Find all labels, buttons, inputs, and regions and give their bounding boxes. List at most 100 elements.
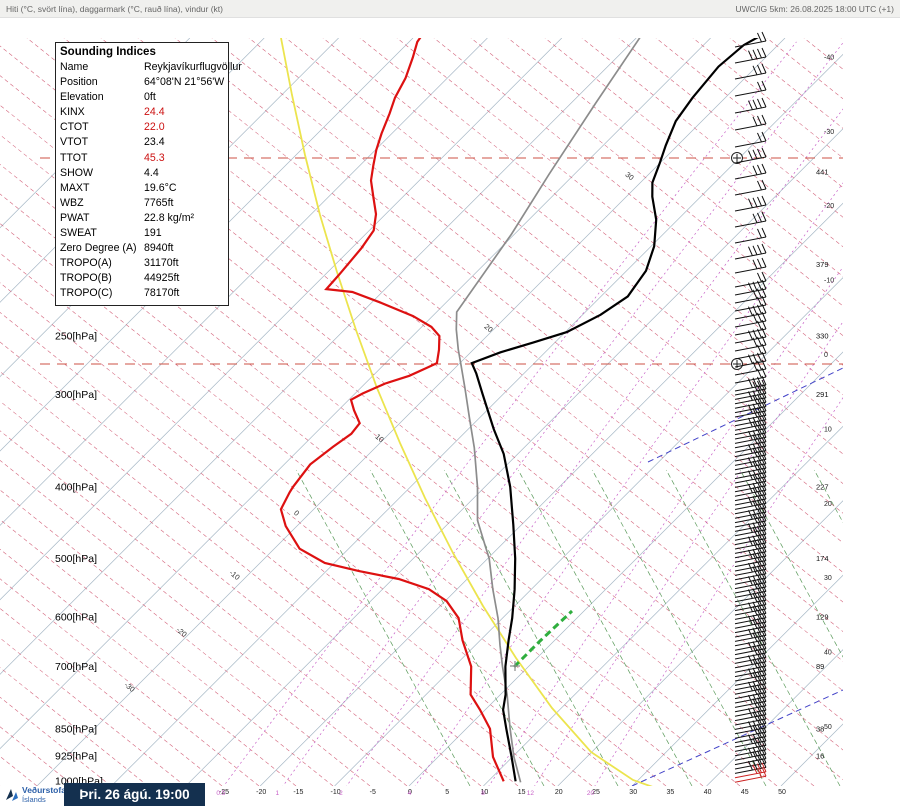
index-row: TROPO(C) 78170ft (56, 286, 228, 301)
sounding-indices-panel: Sounding Indices Name Reykjavíkurflugvöll… (55, 42, 242, 306)
index-label: WBZ (60, 196, 84, 209)
wind-barb-icon (734, 257, 767, 274)
parcel-curve (455, 38, 641, 783)
datetime-text: Þri. 26 ágú. 19:00 (79, 787, 190, 802)
header-bar: Hiti (°C, svört lína), daggarmark (°C, r… (0, 0, 900, 18)
index-value: 23.4 (144, 136, 165, 149)
svg-text:50: 50 (778, 789, 786, 796)
wind-barb-icon (734, 630, 767, 647)
wind-barb-icon (734, 327, 767, 344)
wind-barbs (734, 31, 767, 783)
svg-text:300[hPa]: 300[hPa] (55, 389, 97, 401)
svg-text:30: 30 (824, 575, 832, 582)
svg-text:12: 12 (527, 790, 535, 797)
tropopause-lines (40, 152, 843, 370)
indices-rows: Name Reykjavíkurflugvöllur Position 64°08'N… (56, 60, 242, 302)
index-label: TROPO(B) (60, 272, 112, 285)
wind-barb-icon (734, 590, 767, 607)
svg-text:89: 89 (816, 662, 824, 671)
mixing-ratio-labels: 0.5 1 2 4 8 12 20 (216, 790, 594, 797)
svg-text:-10: -10 (228, 568, 242, 582)
wind-barb-icon (734, 388, 767, 405)
wind-barb-icon (734, 114, 767, 131)
wind-barb-icon (734, 709, 767, 726)
wind-barb-icon (734, 736, 767, 752)
index-row: SWEAT 191 (56, 226, 228, 241)
wind-barb-icon (734, 379, 767, 396)
index-value: 24.4 (144, 106, 165, 119)
wind-barb-icon (734, 97, 767, 114)
svg-text:20: 20 (483, 322, 495, 334)
index-value: 31170ft (144, 257, 179, 270)
wind-barb-icon (734, 744, 767, 761)
datetime-box: Þri. 26 ágú. 19:00 (64, 783, 205, 806)
wind-barb-icon (734, 617, 767, 634)
wind-barb-icon (734, 295, 767, 312)
index-value: 0ft (144, 91, 156, 104)
index-label: MAXT (60, 181, 90, 194)
wind-barb-icon (734, 626, 767, 642)
index-label: SHOW (60, 166, 93, 179)
svg-text:40: 40 (704, 789, 712, 796)
index-label: TROPO(C) (60, 287, 113, 300)
svg-text:30: 30 (629, 789, 637, 796)
svg-text:10: 10 (481, 789, 489, 796)
panel-title: Sounding Indices (60, 46, 156, 58)
svg-text:600[hPa]: 600[hPa] (55, 612, 97, 624)
svg-text:0.5: 0.5 (216, 790, 225, 797)
index-row: SHOW 4.4 (56, 166, 228, 181)
wind-barb-icon (734, 303, 767, 320)
wind-barb-icon (734, 458, 767, 475)
index-value: 64°08'N 21°56'W (144, 76, 225, 89)
index-row: VTOT 23.4 (56, 135, 228, 150)
svg-text:38: 38 (816, 724, 824, 733)
index-row: Position 64°08'N 21°56'W (56, 75, 228, 90)
tropopause-marker-icon (731, 152, 743, 164)
wind-barb-icon (734, 551, 767, 568)
svg-text:400[hPa]: 400[hPa] (55, 481, 97, 493)
svg-text:20: 20 (824, 501, 832, 508)
svg-text:-40: -40 (824, 54, 834, 61)
org-name-line2: Íslands (22, 795, 46, 804)
svg-text:25: 25 (592, 789, 600, 796)
wind-barb-icon (734, 612, 767, 629)
svg-text:4: 4 (408, 790, 412, 797)
svg-text:-20: -20 (256, 789, 266, 796)
svg-text:-10: -10 (331, 789, 341, 796)
wind-barb-icon (734, 351, 767, 368)
moist-adiabat-grid (295, 469, 843, 786)
wind-barb-icon (734, 683, 767, 700)
wind-barb-icon (734, 359, 767, 376)
wind-barb-icon (734, 63, 767, 80)
index-row: TTOT 45.3 (56, 151, 228, 166)
svg-text:925[hPa]: 925[hPa] (55, 750, 97, 762)
wind-barb-icon (734, 163, 767, 180)
index-row: WBZ 7765ft (56, 196, 228, 211)
index-label: PWAT (60, 211, 90, 224)
index-value: Reykjavíkurflugvöllur (144, 61, 242, 73)
svg-text:700[hPa]: 700[hPa] (55, 661, 97, 673)
index-value: 22.0 (144, 121, 165, 134)
wind-barb-icon (734, 560, 767, 576)
wind-barb-icon (734, 507, 767, 524)
wind-barb-icon (734, 211, 767, 228)
index-label: Name (60, 61, 89, 73)
svg-text:129: 129 (816, 613, 829, 622)
wind-barb-icon (734, 520, 767, 537)
temperature-curve (470, 38, 759, 782)
wind-barb-icon (734, 656, 767, 673)
axis-labels: -25 -20 -15 -10 -5 0 5 10 15 20 25 30 35 40 45 500.5 1 2 4… (55, 54, 834, 797)
wind-barb-icon (734, 271, 767, 288)
wind-barb-icon (734, 762, 767, 779)
index-row: Name Reykjavíkurflugvöllur (56, 60, 242, 75)
svg-text:20: 20 (555, 789, 563, 796)
wind-barb-icon (734, 766, 767, 783)
wind-barb-icon (734, 678, 767, 695)
index-value: 78170ft (144, 287, 180, 300)
wind-barb-icon (734, 227, 767, 244)
wind-barb-icon (734, 31, 767, 48)
svg-text:10: 10 (374, 432, 386, 444)
wind-barb-icon (734, 758, 767, 774)
svg-text:500[hPa]: 500[hPa] (55, 553, 97, 565)
wind-barb-icon (734, 343, 767, 360)
